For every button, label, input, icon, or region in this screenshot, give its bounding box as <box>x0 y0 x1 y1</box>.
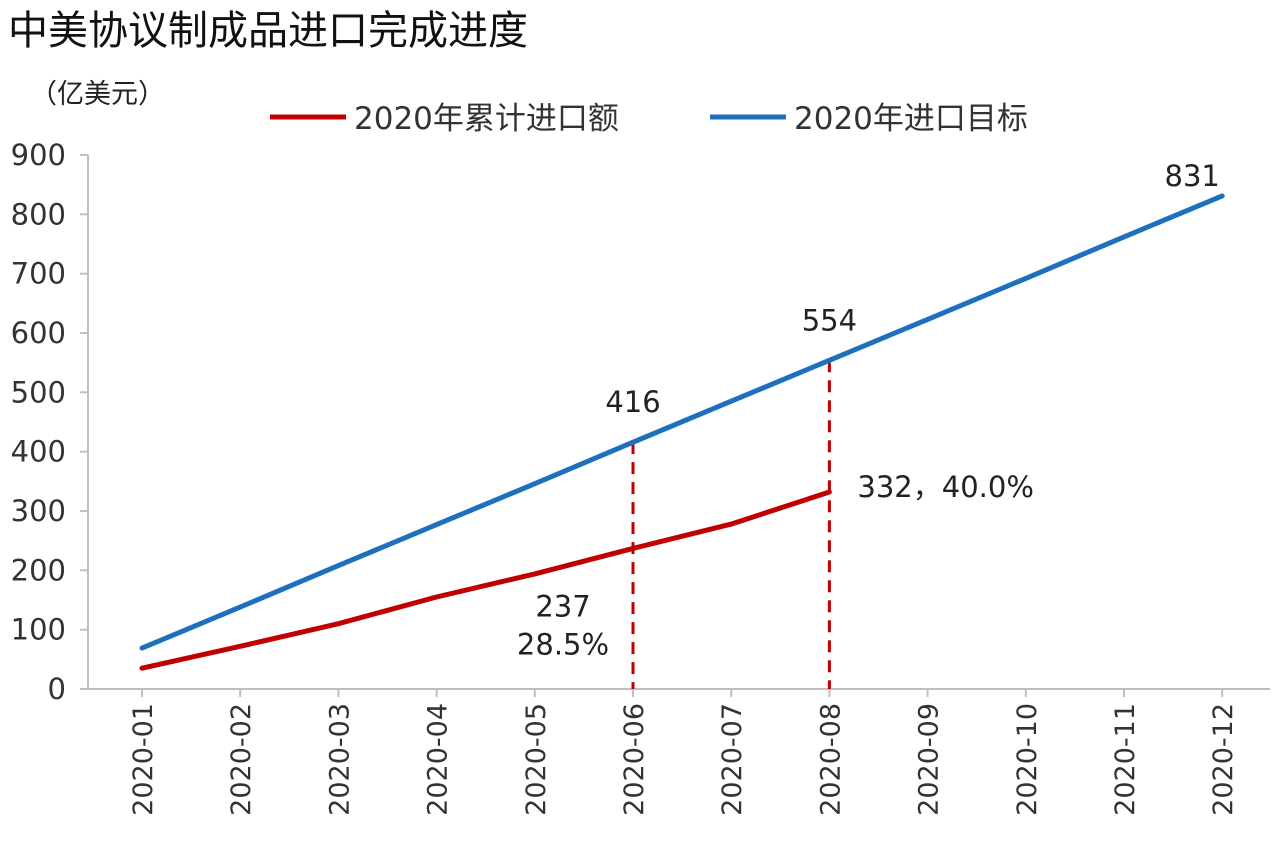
data-label: 416 <box>605 385 660 419</box>
series-line-import-target <box>139 193 1225 651</box>
x-tick-label: 2020-04 <box>423 703 454 816</box>
chart-title: 中美协议制成品进口完成进度 <box>8 8 528 54</box>
y-tick-label: 300 <box>11 494 66 528</box>
x-tick-label: 2020-02 <box>226 703 257 816</box>
annotations: 416 554 831 332，40.0% 237 28.5% <box>517 159 1220 661</box>
series-lines <box>139 193 1225 671</box>
y-tick-label: 100 <box>11 613 66 647</box>
y-tick-label: 700 <box>11 257 66 291</box>
y-tick-label: 0 <box>48 672 66 706</box>
data-label: 237 <box>535 589 590 623</box>
x-tick-label: 2020-10 <box>1012 703 1043 816</box>
data-label: 332，40.0% <box>857 470 1033 504</box>
legend-label-cumulative-imports: 2020年累计进口额 <box>354 101 619 137</box>
y-tick-label: 900 <box>11 138 66 172</box>
x-tick-label: 2020-01 <box>128 703 159 816</box>
reference-lines <box>631 360 831 689</box>
axes: 0 100 200 300 400 500 600 700 800 900 2020-01 2020-… <box>11 138 1270 816</box>
x-tick-label: 2020-11 <box>1110 703 1141 816</box>
data-label: 554 <box>802 303 857 337</box>
y-tick-label: 800 <box>11 197 66 231</box>
x-tick-label: 2020-12 <box>1208 703 1239 816</box>
x-tick-label: 2020-06 <box>619 703 650 816</box>
data-label: 831 <box>1165 159 1220 193</box>
legend-label-import-target: 2020年进口目标 <box>794 101 1028 137</box>
y-tick-label: 200 <box>11 553 66 587</box>
y-unit-label: （亿美元） <box>30 79 165 110</box>
x-tick-label: 2020-09 <box>914 703 945 816</box>
data-label: 28.5% <box>517 627 609 661</box>
y-tick-label: 600 <box>11 316 66 350</box>
y-tick-label: 500 <box>11 375 66 409</box>
y-tick-label: 400 <box>11 435 66 469</box>
x-tick-label: 2020-07 <box>717 703 748 816</box>
x-tick-label: 2020-03 <box>324 703 355 816</box>
x-tick-label: 2020-05 <box>521 703 552 816</box>
series-line-cumulative-imports <box>139 489 832 671</box>
legend: 2020年累计进口额 2020年进口目标 <box>270 101 1028 137</box>
x-tick-label: 2020-08 <box>815 703 846 816</box>
